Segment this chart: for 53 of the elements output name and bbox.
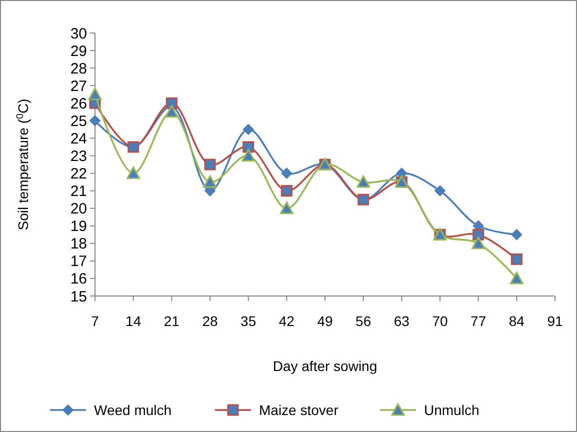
point	[510, 272, 524, 284]
point	[204, 158, 216, 170]
y-tick-label: 17	[70, 253, 87, 270]
point	[166, 97, 178, 109]
x-tick-label: 77	[470, 313, 486, 329]
y-tick-label: 21	[70, 183, 87, 200]
point	[281, 168, 292, 179]
point	[280, 185, 292, 197]
x-tick-label: 91	[547, 313, 563, 329]
point	[90, 115, 100, 126]
legend-label: Weed mulch	[94, 402, 172, 418]
x-tick-label: 63	[394, 313, 410, 329]
point	[356, 175, 370, 188]
x-axis-title: Day after sowing	[272, 358, 378, 374]
x-tick-label: 70	[432, 313, 448, 329]
point	[126, 166, 140, 180]
y-tick-label: 26	[70, 95, 87, 112]
y-tick-label: 16	[70, 270, 87, 288]
legend-label: Unmulch	[424, 402, 480, 418]
y-tick-label: 18	[70, 236, 87, 253]
y-tick-label: 28	[70, 60, 87, 78]
point	[280, 202, 294, 214]
point	[472, 236, 486, 250]
x-tick-label: 84	[508, 313, 525, 329]
x-tick-label: 14	[126, 313, 142, 329]
point	[511, 229, 522, 240]
x-tick-label: 28	[202, 313, 218, 329]
x-tick-label: 21	[164, 313, 180, 329]
y-tick-label: 22	[70, 166, 87, 183]
point	[88, 88, 102, 100]
y-tick-label: 24	[70, 130, 87, 148]
y-tick-label: 25	[70, 112, 87, 130]
point	[472, 228, 484, 240]
y-tick-label: 30	[70, 25, 87, 42]
y-tick-label: 29	[70, 42, 87, 60]
x-tick-label: 56	[356, 313, 372, 329]
point	[434, 185, 446, 196]
legend-label: Maize stover	[259, 402, 339, 418]
x-tick-label: 7	[91, 313, 100, 329]
x-tick-label: 42	[278, 313, 295, 329]
point	[510, 253, 522, 265]
point	[242, 148, 256, 162]
x-tick-label: 35	[240, 313, 256, 329]
point	[242, 124, 254, 135]
y-tick-label: 27	[70, 78, 87, 95]
y-tick-label: 15	[70, 288, 87, 306]
point	[242, 141, 254, 153]
y-tick-label: 23	[70, 148, 87, 165]
point	[203, 175, 217, 188]
y-tick-label: 20	[70, 200, 87, 218]
y-tick-label: 19	[70, 218, 87, 236]
point	[164, 105, 178, 118]
x-tick-label: 49	[317, 313, 333, 329]
